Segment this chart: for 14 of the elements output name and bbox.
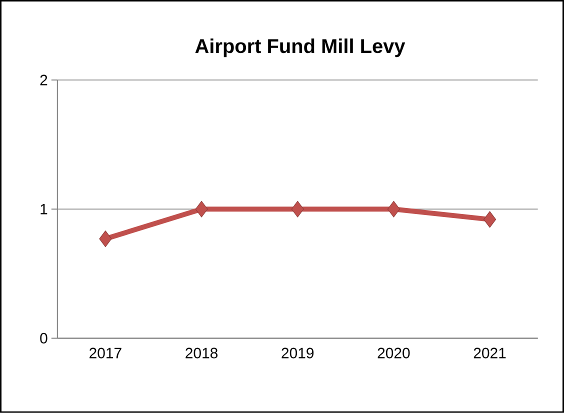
y-tick-label: 1 bbox=[40, 204, 48, 214]
x-tick-label: 2018 bbox=[186, 348, 218, 358]
x-tick-label: 2021 bbox=[474, 348, 506, 358]
x-tick-label: 2019 bbox=[282, 348, 314, 358]
point bbox=[387, 200, 400, 218]
point bbox=[99, 230, 112, 248]
chart-title: Airport Fund Mill Levy bbox=[195, 38, 406, 58]
point bbox=[195, 200, 208, 218]
y-tick-label: 0 bbox=[40, 332, 48, 344]
y-tick-label: 2 bbox=[40, 74, 48, 86]
point bbox=[291, 200, 304, 218]
x-tick-label: 2017 bbox=[90, 348, 122, 358]
point bbox=[484, 211, 496, 228]
x-tick-label: 2020 bbox=[378, 348, 410, 358]
